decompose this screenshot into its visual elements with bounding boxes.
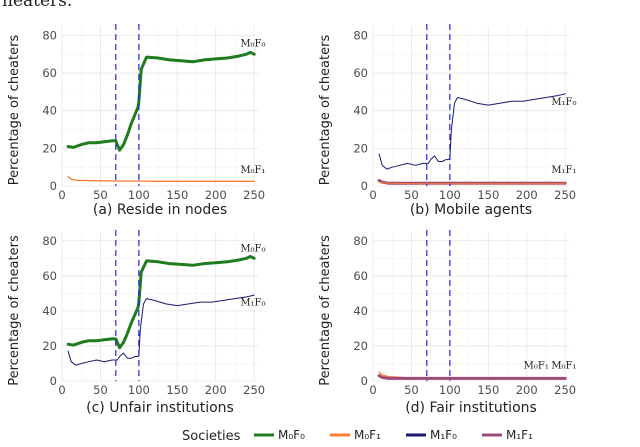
y-tick-label: 40: [353, 304, 368, 318]
series-annotation: M₀F₀: [240, 243, 265, 254]
x-tick-label: 100: [439, 383, 461, 397]
series-line-M1F0: [378, 93, 566, 170]
series-annotation: M₁F₀: [240, 298, 265, 309]
x-tick-label: 250: [554, 188, 576, 202]
header-text-fragment: heaters.: [2, 0, 73, 11]
x-tick-label: 50: [404, 383, 419, 397]
legend-title: Societies: [182, 429, 241, 444]
y-tick-label: 0: [50, 179, 57, 193]
x-tick-label: 100: [128, 383, 150, 397]
x-tick-label: 200: [516, 383, 538, 397]
series-annotation: M₀F₁: [551, 361, 576, 372]
x-tick-label: 100: [128, 188, 150, 202]
panel-caption: (b) Mobile agents: [410, 202, 532, 218]
panel-b: 0 20 40 60 80 0 50 100 150 200 250 M₁F₀ M₁F₁ Percenta…: [318, 24, 577, 218]
panel-d: 0 20 40 60 80 0 50 100 150 200 250 M₀F₁ M₀F₁ Percenta…: [318, 230, 577, 416]
y-tick-label: 80: [353, 28, 368, 42]
x-tick-label: 0: [369, 188, 376, 202]
x-tick-label: 150: [166, 188, 188, 202]
series-annotation: M₀F₁: [524, 361, 549, 372]
series-line-M1F1: [377, 178, 567, 185]
y-axis-label: Percentage of cheaters: [7, 235, 22, 386]
y-tick-label: 0: [50, 374, 57, 388]
x-tick-label: 50: [93, 188, 108, 202]
legend-label-M0F0: M₀F₀: [278, 428, 305, 442]
series-line-M0F0: [66, 255, 256, 350]
panel-a: 0 20 40 60 80 0 50 100 150 200 250 M₀F₀ M₀F₁ Percenta…: [7, 24, 266, 218]
y-tick-label: 20: [353, 339, 368, 353]
series-annotation: M₀F₁: [240, 165, 265, 176]
y-axis-label: Percentage of cheaters: [318, 235, 333, 386]
series-line-M1F0: [67, 294, 255, 366]
series-line-M0F1: [378, 181, 566, 185]
y-tick-label: 80: [42, 234, 57, 248]
y-tick-label: 80: [353, 234, 368, 248]
x-tick-label: 200: [205, 188, 227, 202]
x-tick-label: 0: [58, 383, 65, 397]
y-tick-label: 60: [42, 269, 57, 283]
y-tick-label: 60: [353, 269, 368, 283]
x-tick-label: 250: [243, 383, 265, 397]
panel-c: 0 20 40 60 80 0 50 100 150 200 250 M₀F₀ M₁F₀ Percenta…: [7, 230, 266, 416]
x-tick-label: 200: [205, 383, 227, 397]
y-axis-label: Percentage of cheaters: [318, 35, 333, 186]
y-tick-label: 60: [42, 66, 57, 80]
panel-caption: (d) Fair institutions: [405, 400, 537, 416]
y-tick-label: 0: [361, 374, 368, 388]
series-line-M1F1: [377, 374, 567, 380]
series-line-M0F1: [67, 175, 255, 182]
series-annotation: M₀F₀: [240, 39, 265, 50]
x-tick-label: 50: [404, 188, 419, 202]
x-tick-label: 200: [516, 188, 538, 202]
y-tick-label: 40: [353, 104, 368, 118]
y-tick-label: 0: [361, 179, 368, 193]
series-annotation: M₁F₁: [551, 165, 576, 176]
x-tick-label: 150: [477, 383, 499, 397]
x-tick-label: 250: [243, 188, 265, 202]
y-tick-label: 40: [42, 104, 57, 118]
legend-label-M1F0: M₁F₀: [430, 428, 457, 442]
x-tick-label: 50: [93, 383, 108, 397]
x-tick-label: 150: [166, 383, 188, 397]
y-axis-label: Percentage of cheaters: [7, 35, 22, 186]
series-annotation: M₁F₀: [551, 97, 576, 108]
x-tick-label: 150: [477, 188, 499, 202]
series-line-M0F0: [66, 50, 256, 152]
x-tick-label: 100: [439, 188, 461, 202]
y-tick-label: 80: [42, 28, 57, 42]
panel-caption: (a) Reside in nodes: [93, 202, 227, 218]
panel-caption: (c) Unfair institutions: [86, 400, 234, 416]
legend-label-M1F1: M₁F₁: [506, 428, 533, 442]
x-tick-label: 0: [58, 188, 65, 202]
legend: Societies M₀F₀ M₀F₁ M₁F₀ M₁F₁: [182, 428, 533, 444]
y-tick-label: 60: [353, 66, 368, 80]
legend-label-M0F1: M₀F₁: [354, 428, 381, 442]
x-tick-label: 250: [554, 383, 576, 397]
y-tick-label: 20: [353, 141, 368, 155]
y-tick-label: 20: [42, 339, 57, 353]
y-tick-label: 40: [42, 304, 57, 318]
y-tick-label: 20: [42, 141, 57, 155]
x-tick-label: 0: [369, 383, 376, 397]
